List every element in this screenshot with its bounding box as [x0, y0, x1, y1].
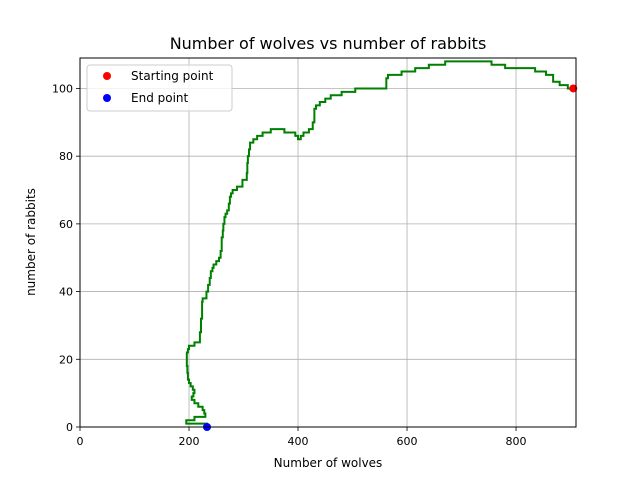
legend-starting-point-label: Starting point [131, 69, 214, 83]
y-axis-label: number of rabbits [24, 188, 38, 296]
x-axis-label: Number of wolves [274, 456, 383, 470]
legend-box [86, 64, 233, 112]
wolves-rabbits-trajectory-line [185, 60, 574, 427]
starting-point-marker [569, 84, 578, 93]
legend: Starting point End point [86, 64, 233, 112]
y-tick-label: 40 [59, 286, 73, 299]
y-axis-ticks: 0 20 40 60 80 100 [52, 82, 80, 434]
series-layer [185, 60, 574, 427]
y-tick-label: 60 [59, 218, 73, 231]
x-axis-ticks: 0 200 400 600 800 [77, 427, 527, 448]
x-tick-label: 200 [179, 435, 200, 448]
y-tick-label: 20 [59, 353, 73, 366]
x-tick-label: 800 [506, 435, 527, 448]
chart-title: Number of wolves vs number of rabbits [170, 34, 487, 53]
x-tick-label: 600 [397, 435, 418, 448]
grid-lines [79, 58, 576, 428]
x-tick-label: 400 [288, 435, 309, 448]
legend-starting-point-marker [103, 72, 111, 80]
y-tick-label: 80 [59, 150, 73, 163]
x-tick-label: 0 [77, 435, 84, 448]
y-tick-label: 0 [66, 421, 73, 434]
legend-end-point-marker [103, 94, 111, 102]
y-tick-label: 100 [52, 82, 73, 95]
axes-frame [79, 57, 577, 428]
legend-end-point-label: End point [131, 91, 189, 105]
